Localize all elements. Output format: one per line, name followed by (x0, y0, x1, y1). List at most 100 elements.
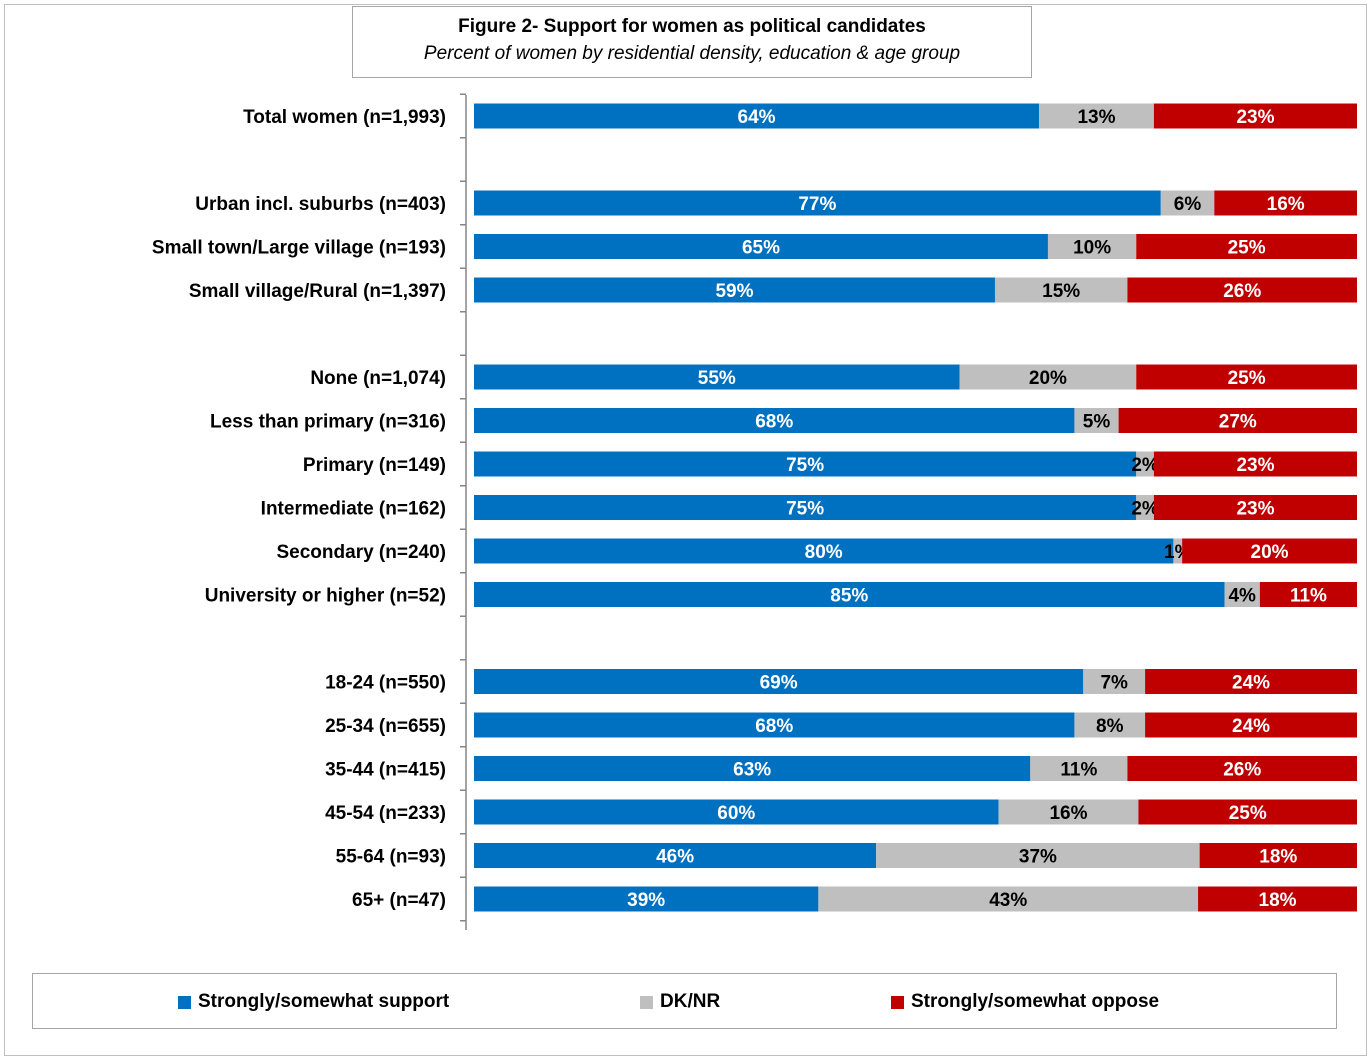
data-label: 26% (1223, 281, 1261, 302)
data-label: 18% (1259, 890, 1297, 911)
data-label: 60% (717, 803, 755, 824)
bar-segment-dknr (1224, 582, 1260, 607)
data-label: 65% (742, 238, 780, 259)
legend-item-dknr: DK/NR (640, 991, 720, 1013)
data-label: 16% (1267, 194, 1305, 215)
chart-subtitle: Percent of women by residential density,… (423, 43, 961, 64)
category-label: 35-44 (n=415) (325, 760, 446, 781)
legend-swatch-oppose (891, 995, 904, 1009)
bar-segment-support (474, 669, 1084, 694)
data-label: 85% (830, 586, 868, 607)
data-label: 24% (1232, 716, 1270, 737)
bar-segment-oppose (1136, 234, 1357, 259)
category-label: 65+ (n=47) (352, 890, 446, 911)
data-label: 2% (1131, 455, 1159, 476)
bar-segment-dknr (1047, 234, 1137, 259)
category-label: 45-54 (n=233) (325, 803, 446, 824)
data-label: 10% (1073, 238, 1111, 259)
bar-segment-support (474, 582, 1225, 607)
data-label: 24% (1232, 673, 1270, 694)
data-label: 13% (1077, 107, 1115, 128)
bar-segment-dknr (959, 364, 1137, 390)
bar-segment-oppose (1136, 364, 1357, 390)
data-label: 2% (1131, 499, 1159, 520)
data-label: 25% (1228, 368, 1266, 389)
data-label: 18% (1259, 847, 1297, 868)
data-label: 37% (1019, 847, 1057, 868)
bar-segment-oppose (1199, 843, 1357, 868)
bar-segment-support (474, 364, 960, 390)
data-label: 11% (1290, 586, 1327, 607)
chart-frame (4, 4, 1367, 1056)
category-label: Small village/Rural (n=1,397) (189, 281, 446, 302)
bar-segment-dknr (818, 886, 1199, 912)
bar-segment-oppose (1259, 582, 1357, 607)
bar-segment-dknr (1136, 451, 1154, 477)
data-label: 20% (1029, 368, 1067, 389)
bar-segment-support (474, 843, 877, 868)
data-label: 26% (1223, 760, 1261, 781)
data-label: 64% (738, 107, 776, 128)
legend-swatch-support (178, 995, 191, 1009)
bar-segment-dknr (998, 799, 1139, 825)
bar-segment-oppose (1127, 756, 1357, 781)
bar-segment-support (474, 886, 819, 912)
data-label: 69% (760, 673, 798, 694)
data-label: 7% (1100, 673, 1128, 694)
bar-segment-dknr (876, 843, 1200, 868)
data-label: 23% (1236, 499, 1274, 520)
category-label: 25-34 (n=655) (325, 716, 446, 737)
data-label: 8% (1096, 716, 1124, 737)
bar-segment-dknr (994, 277, 1128, 303)
bar-segment-oppose (1118, 408, 1357, 433)
legend-label-oppose: Strongly/somewhat oppose (911, 991, 1160, 1012)
data-label: 6% (1174, 194, 1202, 215)
category-label: Less than primary (n=316) (210, 412, 446, 433)
bar-segment-support (474, 234, 1048, 259)
bar-segment-dknr (1136, 495, 1154, 520)
legend-swatch-dknr (640, 995, 653, 1009)
legend-label-dknr: DK/NR (660, 991, 721, 1012)
data-label: 20% (1251, 542, 1289, 563)
bar-segment-oppose (1145, 669, 1357, 694)
chart-title-box: Figure 2- Support for women as political… (352, 6, 1032, 78)
data-label: 68% (755, 412, 793, 433)
bar-segment-dknr (1074, 408, 1119, 433)
bar-segment-dknr (1074, 712, 1146, 738)
data-label: 77% (798, 194, 836, 215)
bar-segment-dknr (1030, 756, 1128, 781)
bar-segment-support (474, 408, 1075, 433)
category-label: Urban incl. suburbs (n=403) (195, 194, 446, 215)
bar-segment-oppose (1153, 495, 1357, 520)
chart-title: Figure 2- Support for women as political… (458, 16, 926, 37)
category-label: Secondary (n=240) (277, 542, 447, 563)
legend-label-support: Strongly/somewhat support (198, 991, 450, 1012)
bar-segment-oppose (1198, 886, 1357, 912)
category-label: 55-64 (n=93) (336, 847, 446, 868)
legend-item-oppose: Strongly/somewhat oppose (891, 991, 1159, 1013)
bar-segment-support (474, 451, 1137, 477)
data-label: 16% (1049, 803, 1087, 824)
data-label: 15% (1042, 281, 1080, 302)
bar-segment-support (474, 103, 1040, 129)
bar-segment-support (474, 799, 999, 825)
data-label: 63% (733, 760, 771, 781)
data-label: 4% (1228, 586, 1256, 607)
data-label: 5% (1083, 412, 1111, 433)
bar-segment-oppose (1127, 277, 1357, 303)
bar-segment-oppose (1138, 799, 1357, 825)
bar-segment-oppose (1182, 538, 1357, 564)
data-label: 27% (1219, 412, 1257, 433)
bar-segment-dknr (1173, 538, 1183, 564)
category-label: Primary (n=149) (303, 455, 446, 476)
legend-item-support: Strongly/somewhat support (178, 991, 449, 1013)
data-label: 59% (715, 281, 753, 302)
legend: Strongly/somewhat support DK/NR Strongly… (32, 973, 1337, 1029)
data-label: 55% (698, 368, 736, 389)
category-label: 18-24 (n=550) (325, 673, 446, 694)
category-label: Intermediate (n=162) (261, 499, 446, 520)
data-label: 25% (1228, 238, 1266, 259)
data-label: 68% (755, 716, 793, 737)
category-label: Small town/Large village (n=193) (152, 238, 446, 259)
